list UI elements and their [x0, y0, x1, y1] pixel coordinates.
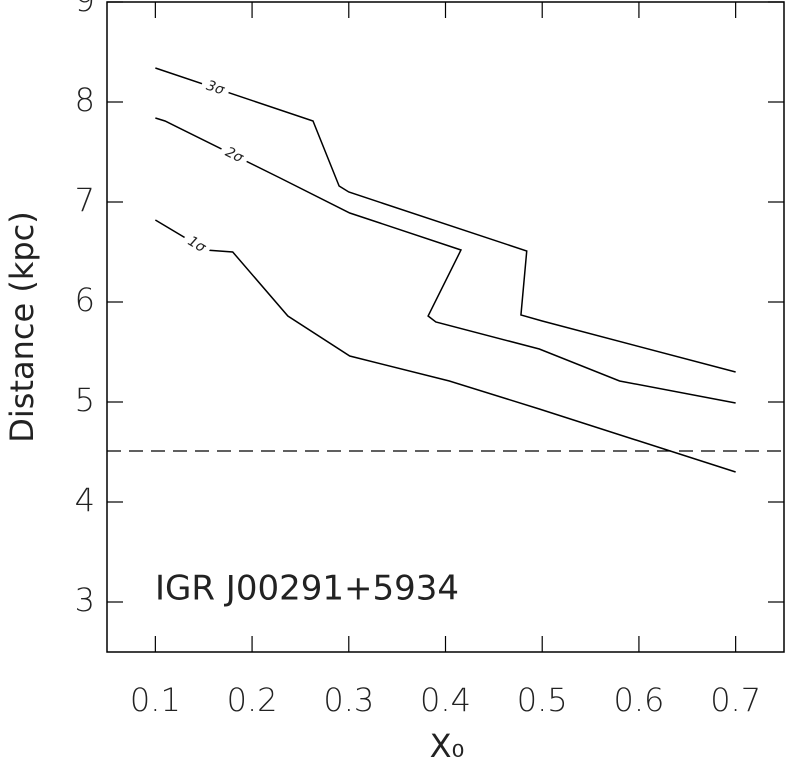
plot-frame: [106, 1, 785, 653]
x-tick-label: 0.6: [613, 681, 664, 719]
x-axis-label: X₀: [430, 727, 465, 765]
contour-label-bg: [217, 140, 251, 170]
x-tick-label: 0.5: [517, 681, 568, 719]
y-tick-label: 6: [75, 281, 95, 319]
x-tick-label: 0.7: [710, 681, 761, 719]
y-tick-label: 8: [75, 81, 95, 119]
contour-label-group: 3σ: [199, 75, 232, 102]
contour-label: 3σ: [204, 78, 227, 99]
y-tick-label: 9: [75, 0, 95, 19]
contour-label-group: 2σ: [217, 140, 251, 170]
y-tick-label: 3: [75, 581, 95, 619]
x-tick-label: 0.1: [130, 681, 181, 719]
contour-label-group: 1σ: [179, 229, 214, 260]
x-tick-label: 0.2: [227, 681, 278, 719]
x-tick-label: 0.3: [323, 681, 374, 719]
contour-label: 2σ: [223, 144, 247, 167]
contour-label-bg: [199, 75, 232, 102]
contour-line: [155, 67, 736, 373]
y-tick-label: 7: [75, 181, 95, 219]
y-axis-label: Distance (kpc): [3, 211, 41, 443]
y-tick-label: 4: [75, 481, 95, 519]
annotation: IGR J00291+5934: [155, 569, 459, 609]
contour-label-bg: [179, 229, 214, 260]
contour-line: [154, 219, 736, 473]
x-tick-label: 0.4: [420, 681, 471, 719]
y-tick-label: 5: [75, 381, 95, 419]
